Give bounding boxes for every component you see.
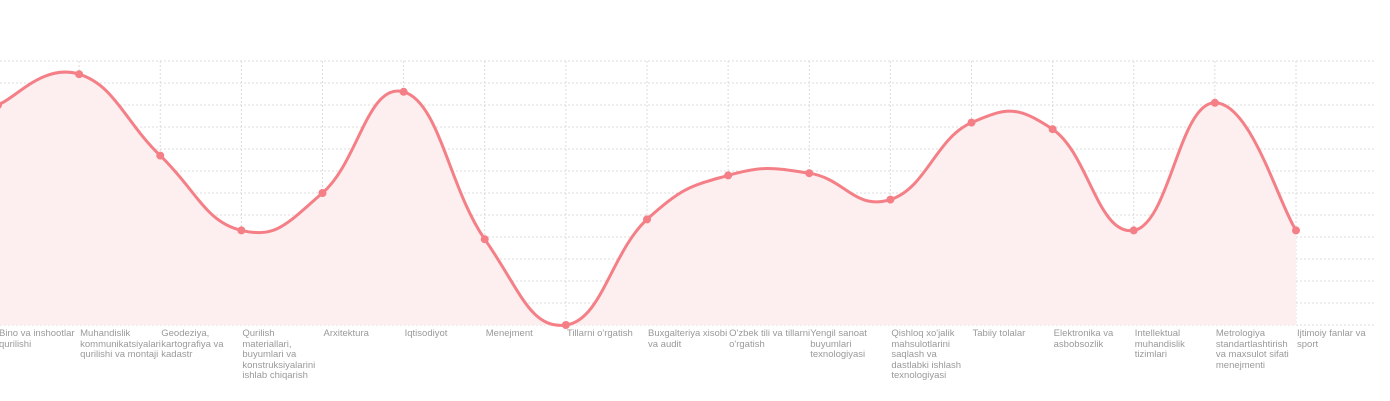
data-point[interactable] [1210, 98, 1219, 107]
data-point[interactable] [724, 171, 733, 180]
data-point[interactable] [156, 151, 165, 160]
data-point[interactable] [318, 189, 327, 197]
data-point[interactable] [1048, 125, 1057, 134]
x-tick-label: Qurilish materiallari, buyumlari va kons… [242, 328, 316, 381]
x-tick-label: Tillarni o'rgatish [566, 328, 633, 339]
data-point[interactable] [967, 118, 976, 127]
data-point[interactable] [480, 235, 489, 244]
x-tick-label: Intellektual muhandislik tizimlari [1134, 328, 1185, 360]
data-point[interactable] [0, 101, 2, 109]
x-tick-label: Metrologiya standartlashtirish va maxsul… [1215, 328, 1289, 371]
x-tick-label: Muhandislik kommunikatsiyalari qurilishi… [80, 328, 161, 360]
x-tick-label: Elektronika va asbobsozlik [1053, 328, 1114, 350]
x-tick-label: Tabiiy tolalar [972, 328, 1026, 339]
x-tick-label: Yengil sanoat buyumlari texnologiyasi [810, 328, 867, 360]
data-point[interactable] [399, 87, 408, 96]
x-tick-label: Qishloq xo'jalik mahsulotlarini saqlash … [891, 328, 962, 381]
x-tick-label: Menejment [485, 328, 533, 339]
x-tick-label: Arxitektura [323, 328, 369, 339]
data-point[interactable] [805, 169, 814, 178]
series-area [0, 72, 1296, 326]
x-tick-label: Bino va inshootlar qurilishi [0, 328, 75, 350]
data-point[interactable] [1292, 226, 1300, 235]
data-point[interactable] [75, 70, 84, 79]
x-tick-label: O'zbek tili va tillarni o'rgatish [729, 328, 811, 350]
x-tick-label: Buxgalteriya xisobi va audit [648, 328, 728, 350]
data-point[interactable] [886, 195, 895, 204]
data-point[interactable] [237, 226, 246, 235]
data-point[interactable] [643, 215, 651, 224]
x-tick-label: Geodeziya, kartografiya va kadastr [161, 328, 224, 360]
data-point[interactable] [1129, 226, 1138, 235]
data-points [0, 70, 1300, 329]
series-line [0, 70, 1298, 327]
x-tick-label: Ijtimoiy fanlar va sport [1297, 328, 1366, 350]
x-tick-label: Iqtisodiyot [404, 328, 448, 339]
data-point[interactable] [561, 321, 570, 329]
